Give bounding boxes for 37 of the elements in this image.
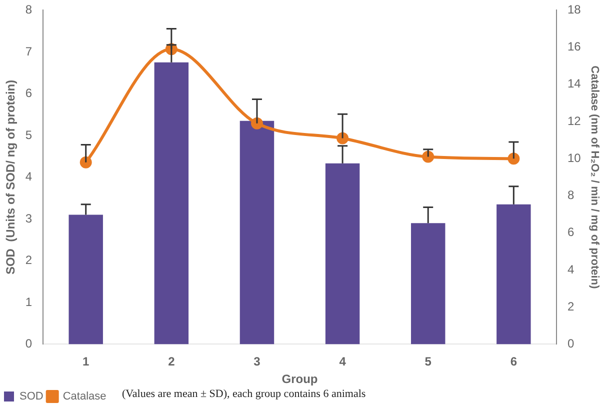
y2-tick-label: 10 — [567, 150, 582, 165]
y2-tick-label: 18 — [567, 2, 582, 17]
y-tick-label: 5 — [25, 128, 32, 142]
bar — [154, 62, 189, 344]
x-axis-title: Group — [282, 372, 318, 386]
y2-axis-title: Catalase (nm of H₂O₂ / min / mg of protein) — [588, 66, 600, 290]
bar — [240, 120, 274, 344]
bar — [68, 214, 103, 344]
bar — [496, 204, 531, 344]
y-tick-label: 8 — [25, 2, 32, 17]
y-tick-label: 7 — [25, 44, 32, 58]
y-tick-label: 2 — [25, 253, 32, 268]
y2-tick-label: 4 — [567, 262, 574, 276]
y-tick-label: 4 — [25, 170, 32, 184]
y-tick-label: 3 — [25, 211, 32, 226]
legend-label: SOD — [20, 390, 44, 403]
y2-tick-label: 12 — [567, 114, 582, 128]
x-tick-label: 6 — [510, 354, 518, 369]
y-axis-title: SOD (Units of SOD/ ng of protein) — [4, 80, 18, 275]
x-tick-label: 3 — [254, 354, 261, 369]
legend-label: Catalase — [62, 390, 106, 403]
y2-tick-label: 6 — [567, 225, 574, 240]
bar — [410, 223, 446, 344]
y-tick-label: 6 — [25, 86, 32, 100]
y2-tick-label: 14 — [567, 76, 582, 91]
x-tick-label: 5 — [424, 354, 432, 369]
y2-tick-label: 16 — [567, 40, 582, 54]
bar — [325, 163, 360, 344]
x-tick-label: 4 — [339, 354, 346, 369]
y2-tick-label: 8 — [567, 188, 574, 202]
y2-tick-label: 0 — [567, 336, 574, 351]
y2-tick-label: 2 — [567, 299, 574, 314]
y-tick-label: 1 — [25, 294, 32, 309]
y-tick-label: 0 — [25, 336, 32, 351]
x-tick-label: 2 — [168, 354, 176, 369]
text: (Values are mean ± SD), each group contains 6 animals — [122, 388, 366, 400]
x-tick-label: 1 — [82, 354, 90, 369]
